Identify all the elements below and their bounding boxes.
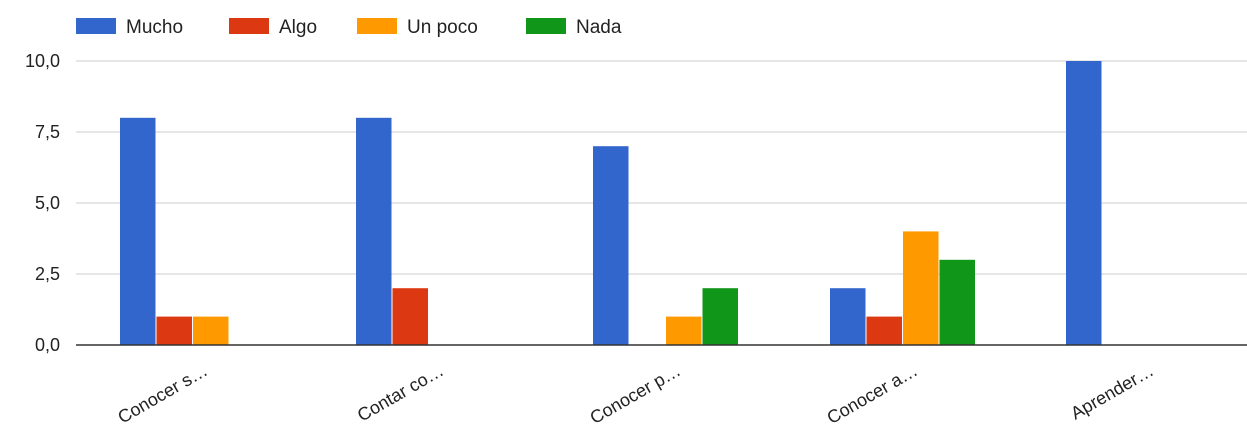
x-category-label: Conocer s…: [114, 360, 211, 424]
legend-item-un-poco[interactable]: Un poco: [357, 17, 478, 38]
x-category-label: Contar co…: [354, 360, 447, 424]
bar-algo[interactable]: [392, 288, 429, 345]
y-tick-label: 5,0: [35, 193, 60, 213]
legend-label: Nada: [576, 17, 622, 38]
legend-swatch: [76, 18, 116, 34]
x-category-label: Aprender…: [1067, 360, 1157, 423]
y-axis-ticks: 0,0 2,5 5,0 7,5 10,0: [25, 51, 60, 355]
bar-un-poco[interactable]: [903, 231, 939, 345]
legend-item-algo[interactable]: Algo: [229, 17, 317, 38]
bar-un-poco[interactable]: [666, 316, 702, 345]
x-axis-labels: Conocer s… Contar co… Conocer p… Conocer a……: [114, 360, 1157, 424]
y-tick-label: 2,5: [35, 264, 60, 284]
legend-swatch: [229, 18, 269, 34]
gridlines: [76, 60, 1247, 275]
legend-label: Un poco: [407, 17, 478, 38]
y-tick-label: 0,0: [35, 335, 60, 355]
y-tick-label: 7,5: [35, 122, 60, 142]
legend-swatch: [526, 18, 566, 34]
legend-label: Mucho: [126, 17, 183, 38]
bar-mucho[interactable]: [830, 288, 866, 345]
bar-algo[interactable]: [866, 316, 903, 345]
x-category-label: Conocer a…: [823, 360, 921, 424]
bars: [120, 61, 1102, 345]
bar-mucho[interactable]: [593, 146, 629, 345]
bar-algo[interactable]: [156, 316, 193, 345]
bar-nada[interactable]: [939, 259, 976, 345]
bar-nada[interactable]: [702, 288, 739, 345]
legend-label: Algo: [279, 17, 317, 38]
x-category-label: Conocer p…: [586, 360, 684, 424]
bar-mucho[interactable]: [120, 117, 156, 345]
legend[interactable]: Mucho Algo Un poco Nada: [76, 17, 622, 38]
legend-swatch: [357, 18, 397, 34]
y-tick-label: 10,0: [25, 51, 60, 71]
legend-item-mucho[interactable]: Mucho: [76, 17, 183, 38]
bar-mucho[interactable]: [1066, 61, 1102, 345]
bar-un-poco[interactable]: [193, 316, 229, 345]
bar-mucho[interactable]: [356, 117, 392, 345]
legend-item-nada[interactable]: Nada: [526, 17, 622, 38]
